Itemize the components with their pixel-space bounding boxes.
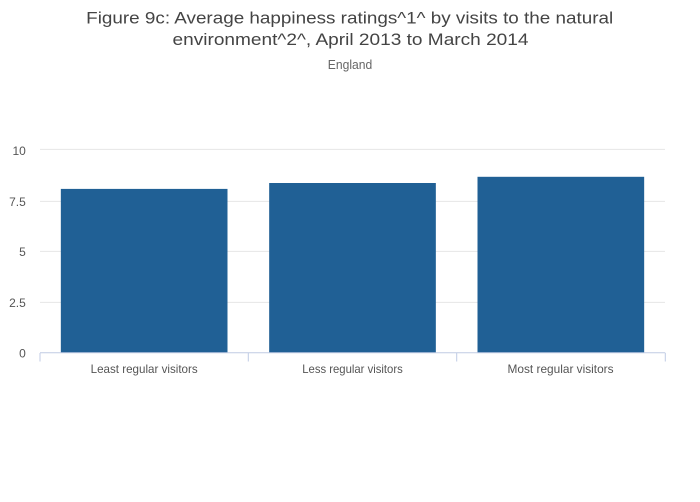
svg-text:environment^2^, April 2013 to: environment^2^, April 2013 to March 2014 xyxy=(173,30,529,49)
svg-text:0: 0 xyxy=(19,346,26,360)
svg-text:Most regular visitors: Most regular visitors xyxy=(508,362,614,376)
svg-text:England: England xyxy=(328,57,373,72)
svg-text:10: 10 xyxy=(12,144,26,158)
svg-text:5: 5 xyxy=(19,245,26,259)
svg-text:Less regular visitors: Less regular visitors xyxy=(302,362,403,376)
svg-text:7.5: 7.5 xyxy=(9,195,26,209)
svg-text:2.5: 2.5 xyxy=(9,296,26,310)
svg-text:Figure 9c: Average happiness r: Figure 9c: Average happiness ratings^1^ … xyxy=(86,9,613,28)
svg-text:Least regular visitors: Least regular visitors xyxy=(91,362,198,376)
